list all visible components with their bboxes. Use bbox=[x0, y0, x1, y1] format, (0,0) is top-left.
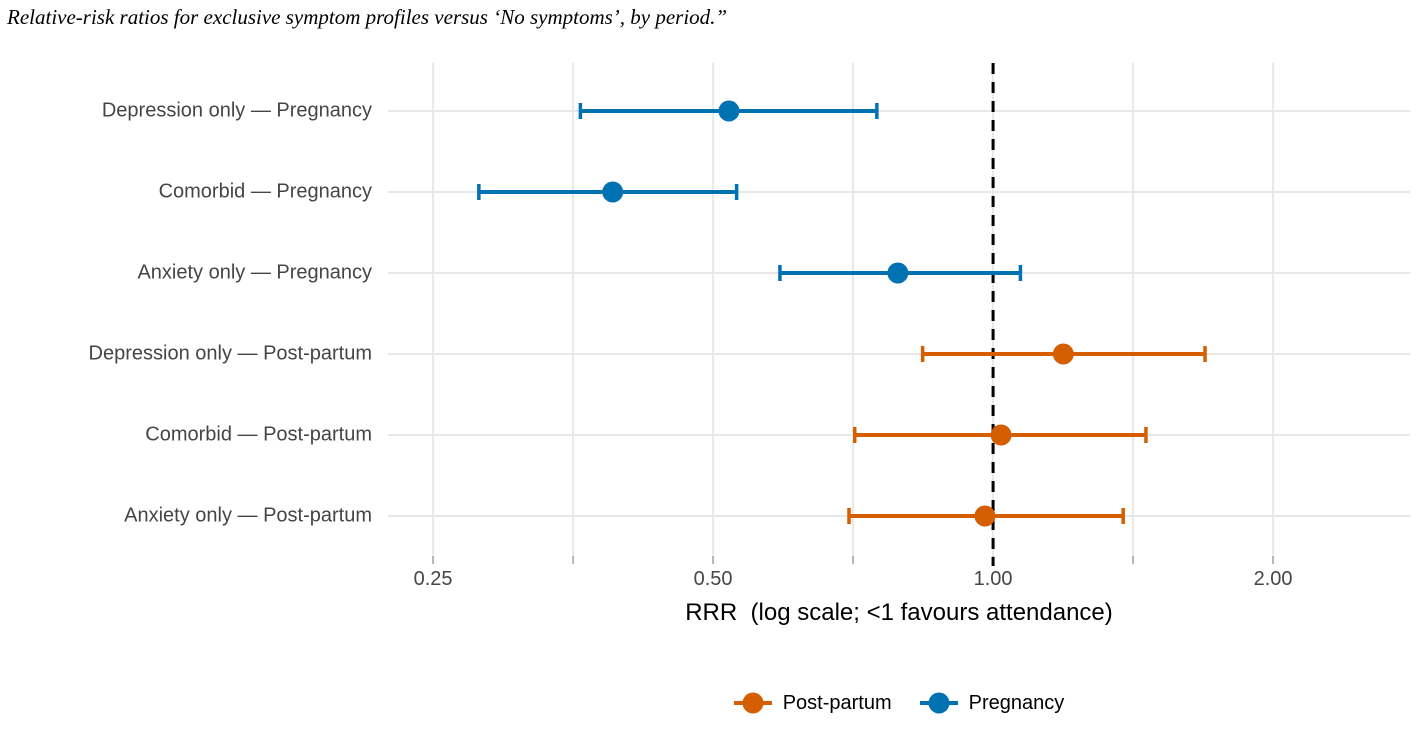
x-axis-tick-label: 0.50 bbox=[693, 568, 733, 590]
pregnancy-key-icon bbox=[919, 691, 958, 715]
post-partum-key-icon bbox=[733, 691, 772, 715]
x-axis-tick-label: 1.00 bbox=[973, 568, 1013, 590]
y-axis-label: Depression only — Post-partum bbox=[88, 342, 372, 365]
point-estimate bbox=[602, 181, 624, 203]
point-estimate bbox=[990, 424, 1012, 446]
point-estimate bbox=[887, 262, 909, 284]
legend: Post-partum Pregnancy bbox=[388, 691, 1410, 715]
point-estimate bbox=[974, 505, 996, 527]
y-axis-label: Anxiety only — Post-partum bbox=[124, 504, 372, 527]
legend-label-pregnancy: Pregnancy bbox=[968, 691, 1065, 714]
legend-item-post-partum: Post-partum bbox=[733, 691, 892, 715]
x-axis-tick-label: 2.00 bbox=[1253, 568, 1293, 590]
point-estimate bbox=[1052, 343, 1074, 365]
y-axis-label: Comorbid — Pregnancy bbox=[158, 180, 372, 203]
point-estimate bbox=[718, 100, 740, 122]
x-axis-title: RRR (log scale; <1 favours attendance) bbox=[685, 599, 1113, 626]
plot-panel bbox=[388, 63, 1410, 566]
y-axis-label: Depression only — Pregnancy bbox=[101, 99, 372, 122]
y-axis-label: Anxiety only — Pregnancy bbox=[137, 261, 372, 284]
chart-title: Relative-risk ratios for exclusive sympt… bbox=[7, 5, 728, 29]
legend-label-post-partum: Post-partum bbox=[782, 691, 892, 714]
y-axis-label: Comorbid — Post-partum bbox=[145, 423, 372, 446]
key-dot bbox=[928, 692, 950, 714]
x-axis-tick-label: 0.25 bbox=[413, 568, 453, 590]
key-dot bbox=[742, 692, 764, 714]
legend-item-pregnancy: Pregnancy bbox=[919, 691, 1065, 715]
